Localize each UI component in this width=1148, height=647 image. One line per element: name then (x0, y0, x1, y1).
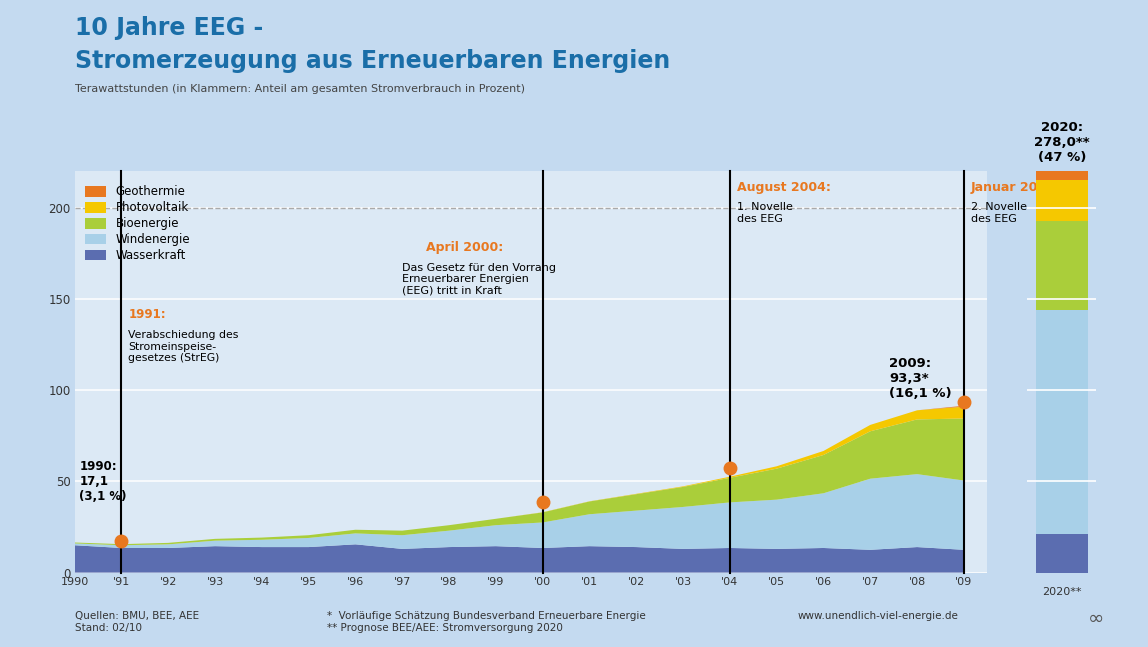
Text: 1991:: 1991: (129, 308, 166, 321)
Legend: Geothermie, Photovoltaik, Bioenergie, Windenergie, Wasserkraft: Geothermie, Photovoltaik, Bioenergie, Wi… (85, 186, 191, 262)
Text: 10 Jahre EEG -: 10 Jahre EEG - (75, 16, 263, 40)
Bar (1037, 221, 1088, 310)
Text: August 2004:: August 2004: (737, 181, 831, 193)
Text: 1. Novelle
des EEG: 1. Novelle des EEG (737, 203, 793, 224)
Bar (1037, 180, 1088, 221)
Text: Stromerzeugung aus Erneuerbaren Energien: Stromerzeugung aus Erneuerbaren Energien (75, 49, 670, 72)
Bar (1037, 171, 1088, 180)
Text: 1990:
17,1
(3,1 %): 1990: 17,1 (3,1 %) (79, 459, 126, 503)
Text: Terawattstunden (in Klammern: Anteil am gesamten Stromverbrauch in Prozent): Terawattstunden (in Klammern: Anteil am … (75, 84, 525, 94)
Bar (1037, 534, 1088, 573)
Text: *  Vorläufige Schätzung Bundesverband Erneuerbare Energie
** Prognose BEE/AEE: S: * Vorläufige Schätzung Bundesverband Ern… (327, 611, 646, 633)
Text: Das Gesetz für den Vorrang
Erneuerbarer Energien
(EEG) tritt in Kraft: Das Gesetz für den Vorrang Erneuerbarer … (402, 263, 557, 296)
Text: Quellen: BMU, BEE, AEE
Stand: 02/10: Quellen: BMU, BEE, AEE Stand: 02/10 (75, 611, 199, 633)
Text: 2020**: 2020** (1042, 587, 1081, 597)
Text: ∞: ∞ (1088, 609, 1104, 628)
Text: www.unendlich-viel-energie.de: www.unendlich-viel-energie.de (798, 611, 959, 621)
Text: 2. Novelle
des EEG: 2. Novelle des EEG (971, 203, 1027, 224)
Text: Verabschiedung des
Stromeinspeise-
gesetzes (StrEG): Verabschiedung des Stromeinspeise- geset… (129, 330, 239, 363)
Text: 2009:
93,3*
(16,1 %): 2009: 93,3* (16,1 %) (889, 357, 952, 400)
Text: April 2000:: April 2000: (426, 241, 503, 254)
Text: Januar 2009:: Januar 2009: (971, 181, 1061, 193)
Text: 2020:
278,0**
(47 %): 2020: 278,0** (47 %) (1034, 121, 1089, 164)
Bar (1037, 310, 1088, 534)
